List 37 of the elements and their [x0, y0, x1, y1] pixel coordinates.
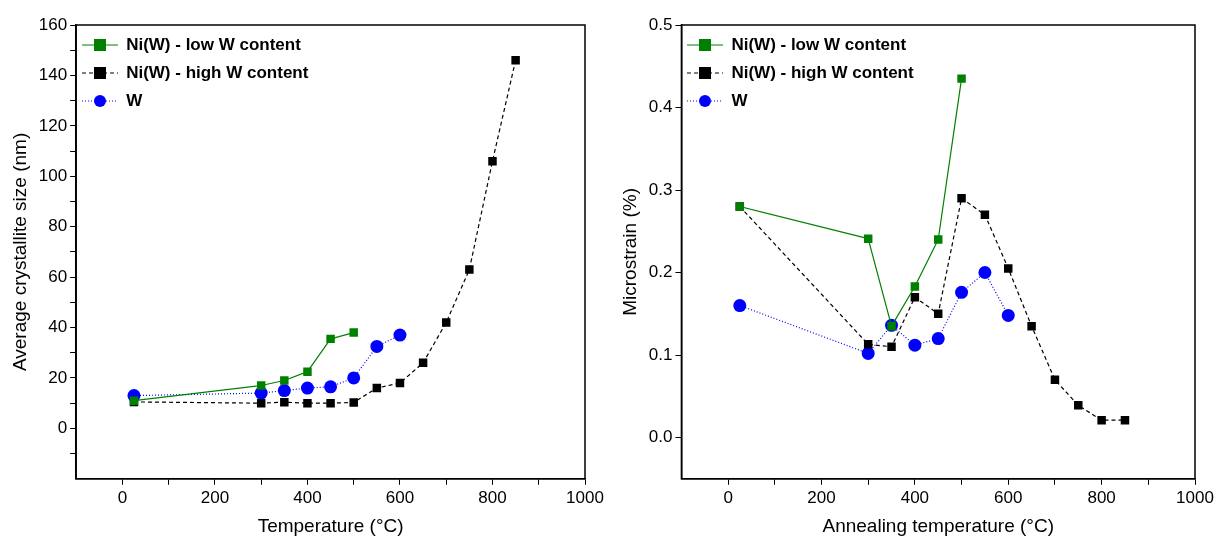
y-tick-label: 0.0: [648, 427, 673, 447]
legend-label: W: [126, 90, 143, 112]
legend-label: Ni(W) - low W content: [126, 34, 301, 56]
y-tick-label: 0.4: [648, 97, 673, 117]
y-axis-title: Microstrain (%): [618, 188, 640, 316]
y-axis-title: Average crystallite size (nm): [8, 132, 30, 372]
y-tick-label: 0.2: [648, 262, 673, 282]
legend-label: W: [731, 90, 748, 112]
y-tick-label: 60: [48, 266, 68, 286]
x-tick-label: 400: [293, 487, 322, 507]
y-tick-label: 0.3: [648, 179, 673, 199]
x-tick-label: 1000: [566, 487, 604, 507]
y-tick-label: 80: [48, 216, 68, 236]
y-tick-label: 0.1: [648, 344, 673, 364]
x-tick-label: 200: [200, 487, 230, 507]
x-tick-label: 200: [807, 487, 836, 507]
y-tick-label: 40: [48, 317, 68, 337]
y-tick-label: 0.5: [648, 14, 673, 34]
x-axis-title: Temperature (°C): [257, 514, 404, 536]
legend-label: Ni(W) - high W content: [731, 62, 914, 84]
y-tick-label: 20: [48, 367, 68, 387]
x-tick-label: 800: [478, 487, 507, 507]
legend-label: Ni(W) - low W content: [731, 34, 907, 56]
y-tick-label: 120: [38, 115, 68, 135]
y-tick-label: 160: [38, 14, 68, 34]
x-tick-label: 600: [385, 487, 415, 507]
x-tick-label: 800: [1087, 487, 1116, 507]
legend-label: Ni(W) - high W content: [126, 62, 309, 84]
x-tick-label: 0: [117, 487, 128, 507]
x-axis-title: Annealing temperature (°C): [822, 514, 1054, 536]
y-tick-label: 100: [38, 165, 68, 185]
x-tick-label: 1000: [1176, 487, 1214, 507]
x-tick-label: 600: [994, 487, 1023, 507]
y-tick-label: 0: [57, 418, 68, 438]
x-tick-label: 0: [723, 487, 733, 507]
x-tick-label: 400: [900, 487, 930, 507]
y-tick-label: 140: [38, 65, 68, 85]
